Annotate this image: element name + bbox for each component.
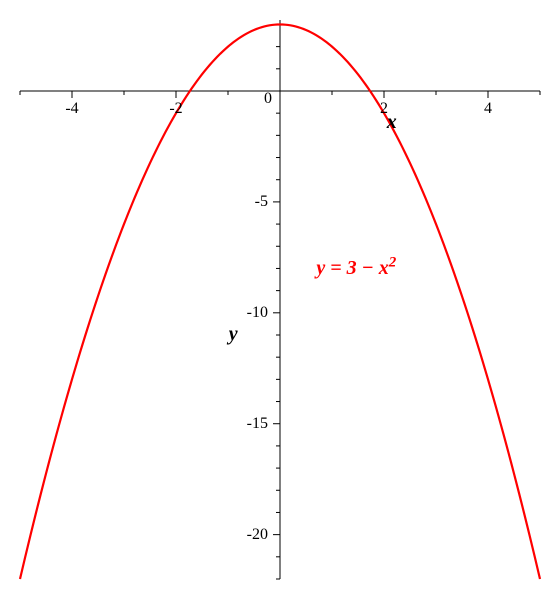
parabola-plot: 024-4-2-20-15-10-5xyy = 3 − x2: [0, 0, 560, 599]
x-axis-label: x: [387, 111, 397, 134]
y-tick-label: -5: [255, 193, 268, 211]
y-tick-label: -15: [247, 415, 268, 433]
x-tick-label: 4: [484, 100, 492, 118]
y-tick-label: -10: [247, 304, 268, 322]
plot-svg: [0, 0, 560, 599]
x-tick-label: -2: [169, 100, 182, 118]
y-tick-label: -20: [247, 526, 268, 544]
equation-label: y = 3 − x2: [316, 257, 396, 280]
x-tick-label: 0: [264, 90, 272, 108]
y-axis-label: y: [229, 323, 238, 346]
x-tick-label: -4: [65, 100, 78, 118]
